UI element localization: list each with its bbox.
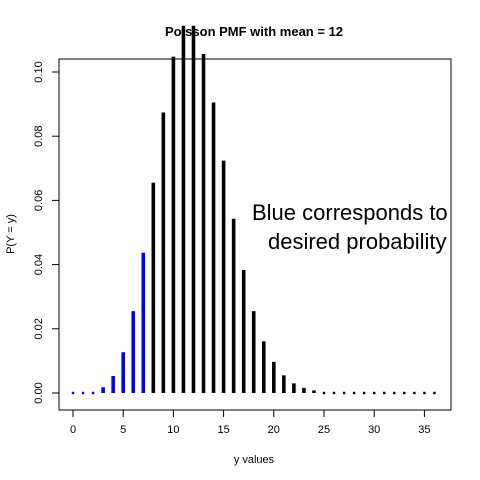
bar-y-2: [92, 392, 94, 394]
bar-y-31: [383, 392, 385, 394]
bar-y-32: [393, 392, 395, 394]
y-tick-label: 0.08: [33, 125, 45, 146]
annotation-line-1: Blue corresponds to: [252, 200, 448, 225]
x-tick-label: 35: [418, 424, 430, 436]
bar-y-35: [423, 392, 425, 394]
x-axis-label: y values: [234, 454, 275, 466]
bar-y-25: [323, 392, 325, 394]
bar-y-34: [413, 392, 415, 394]
x-tick-label: 0: [70, 424, 76, 436]
chart-title: Poisson PMF with mean = 12: [165, 24, 343, 39]
y-tick-label: 0.04: [33, 254, 45, 275]
bar-y-29: [363, 392, 365, 394]
y-axis: 0.00 0.02 0.04 0.06 0.08 0.10: [33, 61, 59, 403]
x-tick-label: 15: [217, 424, 229, 436]
x-tick-label: 20: [268, 424, 280, 436]
y-tick-label: 0.02: [33, 318, 45, 339]
bar-y-33: [403, 392, 405, 394]
bar-y-26: [333, 392, 335, 394]
bar-y-27: [343, 392, 345, 394]
bar-y-30: [373, 392, 375, 394]
y-axis-label: P(Y = y): [5, 214, 17, 254]
y-tick-label: 0.06: [33, 190, 45, 211]
y-tick-label: 0.00: [33, 382, 45, 403]
x-tick-label: 25: [318, 424, 330, 436]
annotation-line-2: desired probability: [268, 229, 447, 254]
bar-y-36: [433, 392, 435, 394]
y-tick-label: 0.10: [33, 61, 45, 82]
x-tick-label: 10: [167, 424, 179, 436]
x-tick-label: 5: [120, 424, 126, 436]
bar-y-28: [353, 392, 355, 394]
x-tick-label: 30: [368, 424, 380, 436]
bar-y-1: [82, 392, 84, 394]
x-axis: 0 5 10 15 20 25 30 35: [70, 410, 431, 436]
bar-y-0: [72, 392, 74, 394]
